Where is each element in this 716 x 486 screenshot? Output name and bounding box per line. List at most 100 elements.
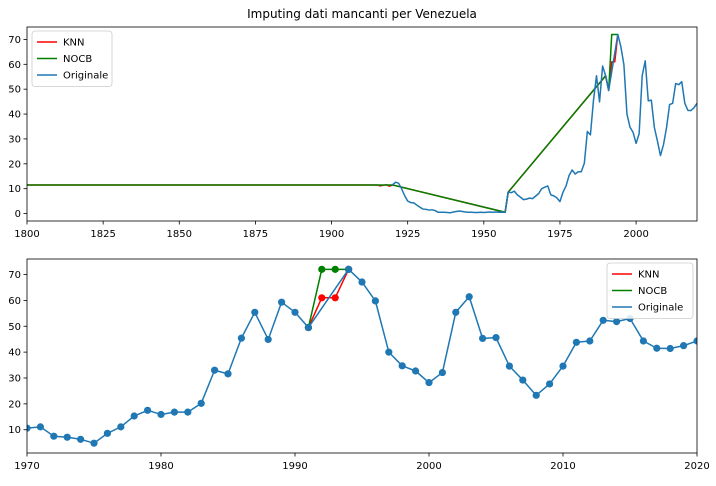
series-lines — [27, 33, 697, 214]
y-tick-label: 70 — [8, 35, 21, 46]
point-originale-1994 — [345, 265, 353, 273]
x-tick-label: 1990 — [282, 461, 307, 472]
point-originale-1970 — [27, 424, 31, 432]
y-tick-label: 50 — [8, 85, 21, 96]
series-line-originale — [391, 33, 697, 214]
legend-label-originale: Originale — [63, 71, 108, 82]
point-originale-2002 — [452, 308, 460, 316]
legend-label-nocb: NOCB — [63, 54, 92, 65]
y-tick-label: 0 — [15, 209, 21, 220]
point-originale-2018 — [666, 344, 674, 353]
y-tick-label: 40 — [8, 110, 21, 121]
y-tick-label: 30 — [8, 134, 21, 145]
chart-panel-2: 1970 1980 1990 2000 2010 2020 10 20 30 40 50 60 70 KN… — [8, 258, 710, 472]
x-tick-label: 1970 — [14, 461, 39, 472]
point-originale-1981 — [170, 408, 178, 416]
point-originale-1971 — [36, 423, 45, 431]
point-originale-1980 — [157, 410, 165, 419]
legend-label-nocb: NOCB — [638, 286, 667, 297]
series-line-originale — [27, 268, 697, 444]
point-originale-1988 — [264, 335, 272, 344]
point-originale-2012 — [586, 337, 594, 345]
legend-label-knn: KNN — [638, 270, 660, 281]
point-originale-2019 — [680, 342, 688, 350]
x-tick-label: 1900 — [319, 229, 344, 240]
point-originale-2000 — [425, 379, 433, 387]
point-originale-2006 — [505, 362, 513, 370]
x-tick-label: 1875 — [243, 229, 268, 240]
point-originale-1974 — [77, 435, 85, 443]
point-originale-1977 — [117, 423, 125, 431]
point-originale-2008 — [532, 391, 540, 399]
y-tick-label: 60 — [8, 296, 21, 307]
x-tick-label: 2000 — [416, 461, 441, 472]
point-originale-2004 — [479, 334, 487, 343]
point-nocb-1993 — [331, 265, 339, 273]
y-tick-label: 30 — [8, 373, 21, 384]
point-nocb-1992 — [318, 265, 326, 273]
legend-box — [606, 262, 694, 319]
point-originale-2007 — [519, 376, 527, 384]
legend-label-knn: KNN — [63, 38, 85, 49]
y-tick-label: 10 — [8, 184, 21, 195]
point-originale-1987 — [251, 308, 259, 316]
chart-panel-1: Imputing dati mancanti per Venezuela 1800… — [8, 7, 698, 240]
legend-box — [31, 30, 113, 87]
series-line-nocb — [27, 33, 618, 214]
point-originale-1989 — [278, 298, 286, 306]
point-originale-1995 — [358, 278, 366, 286]
y-tick-label: 70 — [8, 270, 21, 281]
point-originale-2009 — [546, 380, 554, 388]
x-tick-label: 1800 — [14, 229, 39, 240]
point-originale-1984 — [211, 366, 219, 374]
point-originale-2003 — [465, 293, 473, 301]
legend: KNN NOCB Originale — [31, 30, 113, 87]
point-originale-2013 — [599, 316, 607, 324]
axes-frame — [26, 26, 698, 222]
point-originale-2001 — [438, 368, 446, 377]
point-originale-1996 — [371, 297, 379, 305]
point-originale-1999 — [412, 367, 420, 375]
point-originale-1985 — [224, 370, 232, 378]
x-tick-label: 1975 — [547, 229, 572, 240]
point-originale-1982 — [184, 408, 192, 416]
x-tick-label: 1850 — [167, 229, 192, 240]
y-tick-label: 10 — [8, 425, 21, 436]
y-tick-label: 20 — [8, 159, 21, 170]
chart-title: Imputing dati mancanti per Venezuela — [247, 7, 477, 21]
point-originale-1978 — [130, 412, 138, 420]
x-tick-label: 2020 — [684, 461, 709, 472]
x-tick-label: 1950 — [471, 229, 496, 240]
point-originale-1979 — [144, 406, 152, 414]
point-originale-1990 — [291, 308, 299, 316]
point-originale-2017 — [653, 344, 661, 352]
axes-frame — [26, 258, 698, 454]
x-tick-label: 2010 — [550, 461, 575, 472]
y-tick-label: 50 — [8, 322, 21, 333]
point-originale-1991 — [304, 323, 312, 332]
y-tick-label: 60 — [8, 60, 21, 71]
point-originale-2005 — [492, 334, 500, 342]
point-originale-1997 — [385, 348, 393, 356]
point-originale-2020 — [693, 337, 697, 345]
point-originale-2010 — [559, 362, 567, 370]
y-tick-label: 40 — [8, 348, 21, 359]
point-originale-1986 — [237, 334, 245, 342]
point-originale-2016 — [639, 337, 648, 345]
point-originale-1998 — [398, 362, 406, 370]
x-tick-label: 1825 — [90, 229, 115, 240]
y-tick-label: 20 — [8, 399, 21, 410]
series-lines — [27, 265, 697, 447]
point-originale-2014 — [613, 318, 621, 326]
point-originale-1973 — [63, 433, 71, 441]
point-originale-1976 — [103, 429, 111, 437]
legend: KNN NOCB Originale — [606, 262, 694, 319]
point-originale-1983 — [197, 399, 205, 407]
point-originale-1975 — [90, 439, 98, 447]
x-tick-label: 1980 — [148, 461, 173, 472]
point-originale-2011 — [572, 338, 581, 346]
x-tick-label: 2000 — [623, 229, 648, 240]
point-knn-1992 — [318, 294, 326, 302]
point-originale-1972 — [50, 432, 58, 440]
